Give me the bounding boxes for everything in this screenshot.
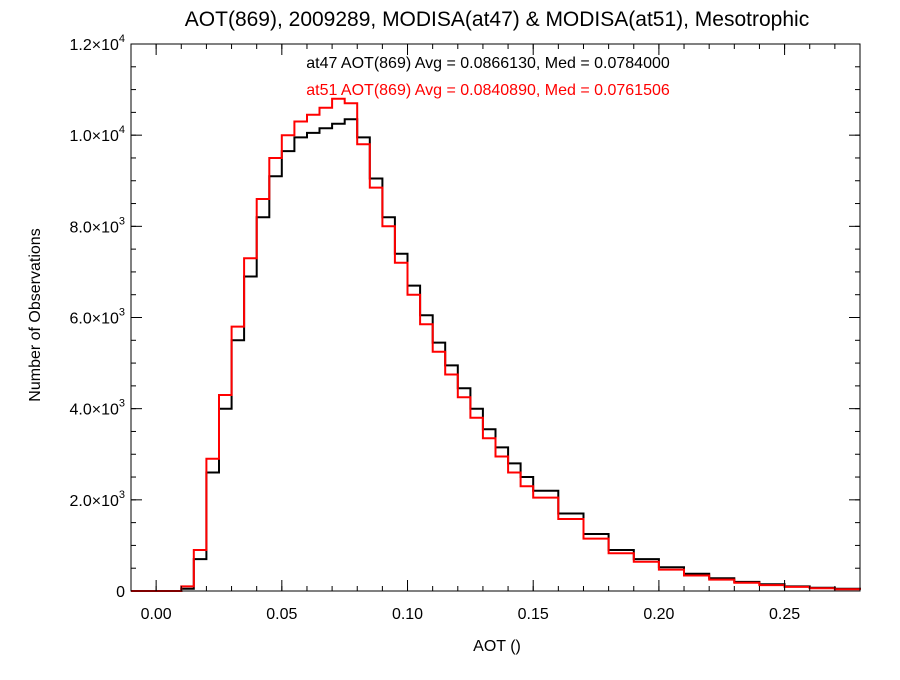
y-tick-label: 0 <box>116 584 125 601</box>
legend-entry-at47: at47 AOT(869) Avg = 0.0866130, Med = 0.0… <box>306 55 670 72</box>
series-line-at51 <box>131 97 861 592</box>
axes-layer: 0.00 0.05 0.10 0.15 0.20 0.25 0 2.0×103 4.0×103 6… <box>69 33 861 623</box>
y-tick-label: 4.0×103 <box>69 398 125 419</box>
series-layer <box>131 97 861 592</box>
y-tick-label: 2.0×103 <box>69 489 125 510</box>
x-axis-label: AOT () <box>473 638 521 655</box>
x-tick-label: 0.25 <box>769 606 800 623</box>
legend-entry-at51: at51 AOT(869) Avg = 0.0840890, Med = 0.0… <box>306 82 670 99</box>
x-tick-label: 0.10 <box>392 606 423 623</box>
x-tick-label: 0.20 <box>643 606 674 623</box>
x-tick-label: 0.00 <box>141 606 172 623</box>
y-tick-label: 1.2×104 <box>69 33 125 54</box>
y-tick-label: 6.0×103 <box>69 307 125 328</box>
chart-title: AOT(869), 2009289, MODISA(at47) & MODISA… <box>185 8 809 31</box>
y-tick-label: 8.0×103 <box>69 215 125 236</box>
x-tick-label: 0.05 <box>266 606 297 623</box>
x-tick-label: 0.15 <box>518 606 549 623</box>
y-axis-label: Number of Observations <box>27 228 44 401</box>
y-tick-label: 1.0×104 <box>69 124 125 145</box>
